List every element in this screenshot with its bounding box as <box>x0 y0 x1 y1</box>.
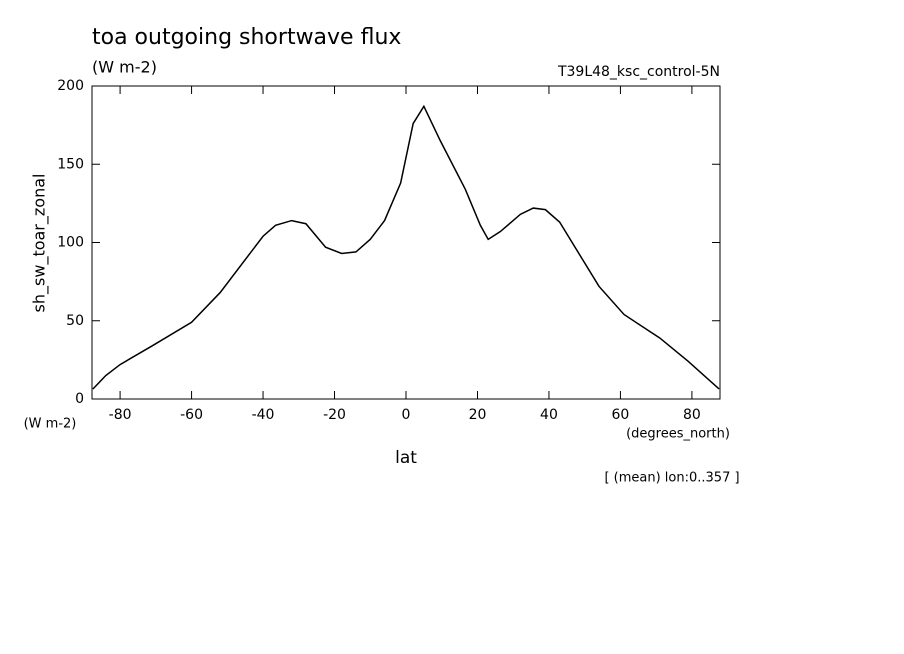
x-units: (degrees_north) <box>626 427 730 442</box>
x-tick-label: -40 <box>252 407 275 423</box>
x-tick-label: -20 <box>323 407 346 423</box>
x-tick-label: -80 <box>109 407 132 423</box>
y-tick-label: 200 <box>57 78 84 94</box>
y-tick-label: 50 <box>66 313 84 329</box>
x-axis-label: lat <box>395 448 417 468</box>
chart-title: toa outgoing shortwave flux <box>92 25 401 50</box>
x-tick-label: 20 <box>469 407 487 423</box>
x-tick-label: 60 <box>612 407 630 423</box>
y-tick-label: 150 <box>57 156 84 172</box>
x-tick-label: 0 <box>402 407 411 423</box>
y-axis-label: sh_sw_toar_zonal <box>30 174 50 313</box>
annotation: [ (mean) lon:0..357 ] <box>604 471 739 486</box>
chart-subtitle: (W m-2) <box>92 58 157 77</box>
data-line <box>92 104 720 390</box>
x-tick-label: -60 <box>180 407 203 423</box>
x-tick-label: 80 <box>683 407 701 423</box>
x-tick-label: 40 <box>540 407 558 423</box>
plot-frame <box>91 85 721 400</box>
y-tick-label: 0 <box>75 391 84 407</box>
y-units: (W m-2) <box>24 417 77 432</box>
y-tick-label: 100 <box>57 235 84 251</box>
dataset-label: T39L48_ksc_control-5N <box>557 64 720 80</box>
